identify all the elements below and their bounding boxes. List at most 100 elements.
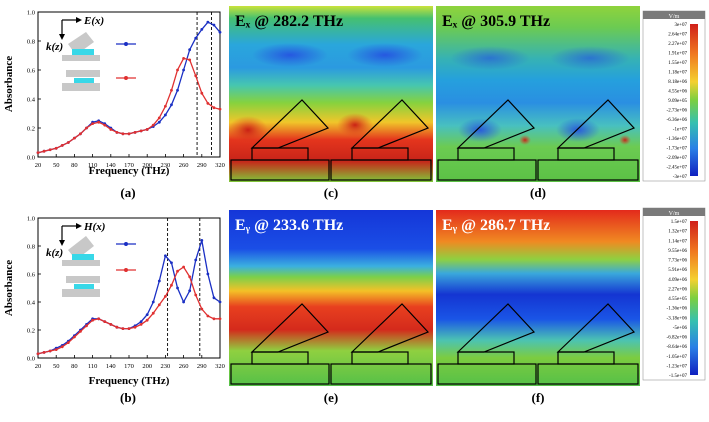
data-point — [218, 317, 222, 321]
y-tick-label: 1.0 — [27, 10, 35, 17]
x-tick-label: 140 — [106, 363, 116, 370]
colorbar-label: 1.91e+07 — [668, 52, 687, 57]
data-point — [121, 327, 125, 330]
x-tick-label: 230 — [161, 363, 171, 370]
structure-inset: H(x) k(z) — [46, 221, 105, 297]
data-point — [182, 57, 186, 60]
data-point — [42, 149, 46, 153]
data-point — [164, 254, 167, 258]
data-point — [194, 36, 198, 40]
arrow-down-icon — [59, 240, 65, 246]
data-point — [139, 129, 143, 133]
x-tick-label: 260 — [179, 363, 189, 370]
colorbar-label: 1.55e+07 — [668, 61, 687, 66]
colorbar-bottom: V/m 1.5e+07 1.32e+07 1.14e+07 9.55e+06 7.73e… — [642, 207, 706, 381]
data-point — [97, 317, 101, 321]
x-tick-label: 200 — [142, 162, 152, 169]
colorbar-label: -5e+06 — [673, 326, 688, 331]
y-tick-label: 0.2 — [27, 328, 35, 335]
data-point — [206, 314, 210, 318]
colorbar-label: -1.5e+07 — [669, 374, 687, 379]
x-tick-label: 110 — [88, 363, 98, 370]
y-tick-label: 0.0 — [27, 155, 35, 162]
data-point — [139, 320, 143, 323]
colorbar-label: -3.18e+06 — [667, 316, 688, 321]
legend — [116, 242, 136, 272]
data-point — [48, 349, 52, 353]
data-point — [91, 122, 94, 126]
data-point — [145, 313, 149, 316]
data-point — [109, 323, 113, 326]
arrow-right-icon — [76, 223, 82, 229]
data-point — [79, 132, 82, 136]
colorbar-label: -2.73e+06 — [667, 109, 688, 114]
legend — [116, 42, 136, 80]
data-point — [170, 88, 173, 92]
data-point — [212, 296, 216, 300]
y-tick-label: 1.0 — [27, 216, 35, 223]
y-tick-label: 0.4 — [27, 300, 36, 307]
field-map-c: Eₓ @ 282.2 THz — [228, 6, 433, 182]
data-point — [164, 295, 167, 298]
x-tick-label: 80 — [71, 162, 78, 169]
y-tick-label: 0.8 — [27, 244, 35, 251]
data-point — [54, 348, 58, 351]
data-point — [115, 325, 119, 329]
y-tick-label: 0.6 — [27, 68, 36, 75]
data-point — [36, 352, 40, 356]
y-axis-label: Absorbance — [3, 260, 15, 316]
data-point — [73, 335, 76, 339]
field-map-d: Eₓ @ 305.9 THz — [436, 6, 640, 182]
data-point — [200, 239, 204, 242]
data-point — [79, 330, 82, 333]
data-point — [206, 20, 210, 24]
field-map-title: Eᵧ @ 286.7 THz — [442, 217, 550, 234]
colorbar-label: -8.64e+06 — [667, 345, 688, 350]
x-tick-label: 140 — [106, 162, 116, 169]
data-point — [176, 68, 179, 72]
colorbar-label: -3e+07 — [673, 175, 688, 180]
data-point — [200, 91, 204, 95]
data-point — [200, 28, 204, 31]
x-tick-label: 230 — [161, 162, 171, 169]
data-point — [36, 151, 40, 155]
colorbar-label: 8.18e+06 — [668, 80, 687, 85]
panel-label-d: (d) — [530, 185, 546, 200]
panel-label-f: (f) — [532, 390, 545, 405]
data-point — [218, 300, 222, 304]
x-tick-label: 50 — [53, 363, 60, 370]
data-point — [157, 116, 161, 120]
colorbar-label: 1.18e+07 — [668, 71, 687, 76]
data-point — [200, 307, 204, 311]
data-point — [145, 128, 149, 131]
data-point — [176, 269, 179, 273]
data-point — [194, 74, 198, 78]
data-point — [170, 261, 173, 265]
absorbance-chart-b: 20 50 80 110 140 170 200 230 260 290 320 0.0 0.2 0.4 0… — [3, 216, 225, 388]
x-tick-label: 290 — [197, 363, 207, 370]
x-tick-label: 320 — [215, 363, 225, 370]
panel-label-c: (c) — [324, 185, 338, 200]
y-tick-label: 0.6 — [27, 272, 36, 279]
field-map-e: Eᵧ @ 233.6 THz — [229, 210, 433, 386]
colorbar-label: -1.23e+07 — [667, 364, 688, 369]
data-point — [176, 286, 179, 290]
data-point — [218, 107, 222, 111]
data-point — [188, 289, 192, 293]
colorbar-label: 9.09e+05 — [668, 99, 687, 104]
colorbar-label: 4.55e+06 — [668, 90, 687, 95]
y-tick-label: 0.8 — [27, 39, 35, 46]
data-point — [48, 148, 52, 152]
data-point — [133, 325, 137, 329]
y-tick-label: 0.0 — [27, 356, 35, 363]
data-point — [127, 327, 131, 330]
wave-label: k(z) — [46, 41, 63, 53]
data-point — [164, 113, 167, 117]
data-point — [109, 128, 113, 131]
arrow-right-icon — [76, 17, 82, 23]
field-label: E(x) — [83, 15, 104, 27]
colorbar-label: -2.09e+07 — [667, 156, 688, 161]
colorbar-label: 4.09e+06 — [668, 278, 687, 283]
colorbar-label: -1.73e+07 — [667, 147, 688, 152]
data-point — [151, 311, 155, 315]
